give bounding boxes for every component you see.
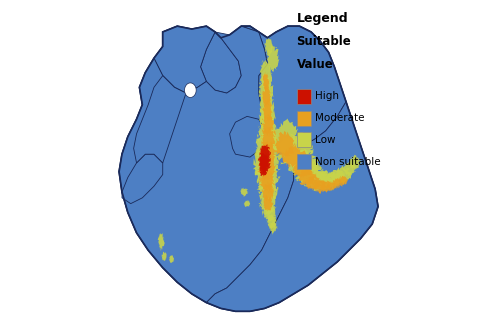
- Polygon shape: [258, 191, 276, 218]
- Polygon shape: [260, 127, 276, 153]
- Polygon shape: [260, 144, 271, 161]
- Polygon shape: [161, 252, 167, 262]
- Polygon shape: [305, 176, 323, 192]
- Text: High: High: [315, 91, 339, 101]
- Polygon shape: [348, 155, 362, 170]
- Polygon shape: [266, 44, 280, 72]
- Polygon shape: [342, 163, 356, 176]
- Polygon shape: [334, 165, 351, 184]
- Polygon shape: [282, 145, 306, 168]
- Polygon shape: [261, 84, 271, 108]
- Polygon shape: [168, 255, 174, 263]
- Polygon shape: [338, 176, 348, 185]
- FancyBboxPatch shape: [296, 89, 310, 104]
- Polygon shape: [262, 99, 272, 123]
- Text: Legend: Legend: [296, 12, 348, 25]
- Polygon shape: [258, 176, 278, 204]
- FancyBboxPatch shape: [296, 154, 310, 169]
- Polygon shape: [292, 158, 325, 187]
- Polygon shape: [259, 164, 267, 177]
- Polygon shape: [240, 188, 249, 196]
- Polygon shape: [262, 71, 270, 92]
- Polygon shape: [154, 26, 215, 93]
- Polygon shape: [264, 202, 276, 224]
- Polygon shape: [261, 114, 274, 137]
- Text: Low: Low: [315, 135, 336, 145]
- Polygon shape: [258, 153, 272, 174]
- Polygon shape: [122, 154, 162, 204]
- Polygon shape: [316, 170, 336, 191]
- Polygon shape: [119, 26, 294, 302]
- Polygon shape: [270, 220, 278, 236]
- Polygon shape: [326, 181, 338, 191]
- Polygon shape: [260, 57, 272, 94]
- Polygon shape: [242, 26, 346, 148]
- Polygon shape: [275, 133, 313, 168]
- Polygon shape: [332, 178, 342, 188]
- Polygon shape: [206, 102, 378, 311]
- Polygon shape: [308, 168, 334, 192]
- Polygon shape: [328, 169, 345, 187]
- Text: Value: Value: [296, 58, 334, 71]
- Polygon shape: [258, 154, 269, 169]
- Polygon shape: [266, 213, 277, 230]
- Polygon shape: [322, 171, 339, 191]
- Polygon shape: [291, 157, 314, 178]
- Polygon shape: [320, 180, 332, 193]
- Polygon shape: [264, 194, 273, 212]
- Polygon shape: [268, 118, 304, 163]
- Polygon shape: [158, 233, 165, 252]
- Polygon shape: [244, 200, 250, 207]
- Polygon shape: [264, 37, 274, 57]
- Polygon shape: [134, 76, 186, 163]
- FancyBboxPatch shape: [296, 110, 310, 126]
- Polygon shape: [230, 116, 268, 157]
- Polygon shape: [256, 116, 278, 152]
- Polygon shape: [284, 148, 319, 175]
- Polygon shape: [274, 131, 295, 159]
- Polygon shape: [262, 182, 274, 203]
- Polygon shape: [312, 180, 328, 194]
- Polygon shape: [300, 163, 327, 189]
- Text: Suitable: Suitable: [296, 35, 352, 48]
- Text: Moderate: Moderate: [315, 113, 364, 123]
- Text: Non suitable: Non suitable: [315, 157, 380, 167]
- FancyBboxPatch shape: [296, 132, 310, 148]
- Polygon shape: [254, 161, 280, 195]
- Polygon shape: [258, 86, 274, 129]
- Polygon shape: [200, 32, 241, 93]
- Polygon shape: [253, 145, 281, 186]
- Polygon shape: [258, 154, 276, 180]
- Polygon shape: [258, 73, 274, 108]
- Polygon shape: [119, 26, 378, 311]
- Polygon shape: [259, 101, 276, 136]
- Polygon shape: [260, 140, 276, 167]
- Polygon shape: [259, 169, 275, 194]
- Polygon shape: [184, 83, 196, 98]
- Polygon shape: [298, 168, 318, 187]
- Polygon shape: [254, 126, 280, 166]
